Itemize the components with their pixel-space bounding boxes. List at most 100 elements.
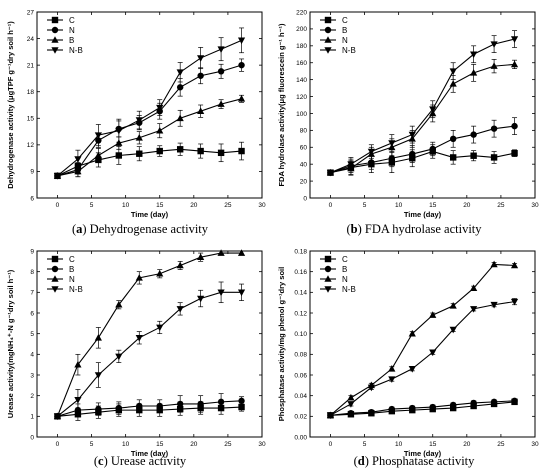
data-point: [429, 311, 437, 318]
x-tick-label: 5: [90, 202, 94, 209]
x-tick-label: 20: [190, 441, 198, 448]
series-n: [53, 249, 246, 420]
panel-caption-label: a: [76, 222, 83, 236]
series-line: [330, 301, 515, 416]
data-point: [388, 405, 396, 413]
y-tick-label: 6: [30, 310, 34, 317]
y-tick-label: 0.00: [294, 434, 307, 441]
x-tick-label: 30: [531, 441, 539, 448]
data-point: [388, 140, 396, 147]
data-point: [347, 393, 355, 401]
data-point: [449, 68, 457, 75]
panel-caption: (d) Phosphatase activity: [354, 454, 476, 468]
y-tick-label: 0.12: [294, 310, 307, 317]
x-tick-label: 30: [258, 441, 266, 448]
chart-panel-b: 0 5 10 15 20 25 30 0 20 40 60 80 100 120 140 160 180 200 2…: [277, 9, 539, 219]
y-tick-label: 9: [30, 248, 34, 255]
data-point: [470, 69, 478, 76]
data-point: [237, 95, 246, 102]
data-point: [115, 353, 123, 361]
data-point: [449, 326, 457, 334]
series-line: [57, 98, 242, 177]
series-n-b: [326, 298, 519, 420]
y-tick-label: 27: [27, 9, 35, 16]
data-point: [449, 154, 457, 161]
legend-label: C: [69, 16, 75, 25]
plot-frame: [309, 11, 536, 199]
x-tick-label: 25: [497, 441, 505, 448]
data-point: [237, 249, 246, 256]
data-point: [449, 401, 457, 409]
data-point: [176, 114, 184, 122]
panel-caption: (a) Dehydrogenase activity: [72, 222, 209, 236]
legend-label: N: [69, 275, 75, 284]
series-c: [54, 401, 245, 421]
data-point: [408, 131, 416, 139]
x-tick-label: 15: [156, 202, 164, 209]
series-line: [57, 64, 242, 177]
y-tick-label: 24: [27, 36, 35, 43]
data-point: [510, 60, 519, 68]
data-point: [176, 261, 184, 269]
y-tick-label: 9: [30, 169, 34, 176]
y-tick-label: 6: [30, 195, 34, 202]
legend-marker: [324, 47, 332, 54]
data-point: [367, 384, 375, 392]
x-axis-label: Time (day): [404, 210, 442, 219]
data-point: [388, 155, 396, 162]
panel-caption-open: (: [354, 454, 358, 468]
panel-caption-text: ) Dehydrogenase activity: [82, 222, 208, 236]
x-tick-label: 0: [329, 202, 333, 209]
data-point: [135, 117, 143, 124]
data-point: [217, 149, 225, 157]
legend-marker: [51, 36, 59, 43]
data-point: [470, 399, 477, 407]
y-tick-label: 2: [30, 393, 34, 400]
panel-caption: (c) Urease activity: [94, 454, 187, 468]
data-point: [115, 152, 123, 159]
data-point: [135, 133, 143, 141]
series-line: [56, 252, 242, 417]
data-point: [53, 173, 62, 180]
panel-caption-open: (: [94, 454, 98, 468]
data-point: [94, 151, 102, 159]
data-point: [197, 72, 204, 79]
legend-label: N-B: [342, 46, 356, 55]
data-point: [490, 125, 498, 132]
legend-label: N: [342, 36, 348, 45]
y-tick-label: 0.14: [294, 290, 307, 297]
data-point: [238, 147, 245, 155]
data-point: [217, 46, 225, 53]
series-n: [326, 58, 519, 176]
legend-label: N-B: [69, 46, 83, 55]
series-line: [330, 263, 515, 416]
y-axis-label: Phosphatase activity/mg phenol g⁻¹dry so…: [277, 267, 286, 421]
data-point: [74, 156, 82, 163]
x-tick-label: 25: [497, 202, 505, 209]
y-tick-label: 0.02: [294, 414, 307, 421]
series-b: [327, 397, 518, 419]
data-point: [511, 397, 518, 405]
x-tick-label: 15: [429, 441, 437, 448]
panel-caption-text: ) Phosphatase activity: [365, 454, 475, 468]
legend-marker: [51, 16, 59, 24]
y-tick-label: 160: [296, 60, 307, 67]
data-point: [237, 37, 246, 45]
data-point: [53, 413, 62, 421]
legend-marker: [51, 275, 59, 282]
data-point: [217, 100, 225, 107]
y-tick-label: 18: [27, 89, 35, 96]
data-point: [176, 400, 184, 408]
data-point: [136, 150, 143, 157]
legend-label: N-B: [69, 285, 83, 294]
data-point: [490, 398, 498, 406]
panel-caption-open: (: [346, 222, 350, 236]
series-c: [327, 144, 518, 176]
x-tick-label: 5: [90, 441, 94, 448]
data-point: [156, 104, 164, 112]
data-point: [217, 289, 225, 297]
series-line: [330, 125, 515, 174]
data-point: [449, 80, 457, 87]
y-tick-label: 3: [30, 372, 34, 379]
data-point: [429, 145, 436, 153]
